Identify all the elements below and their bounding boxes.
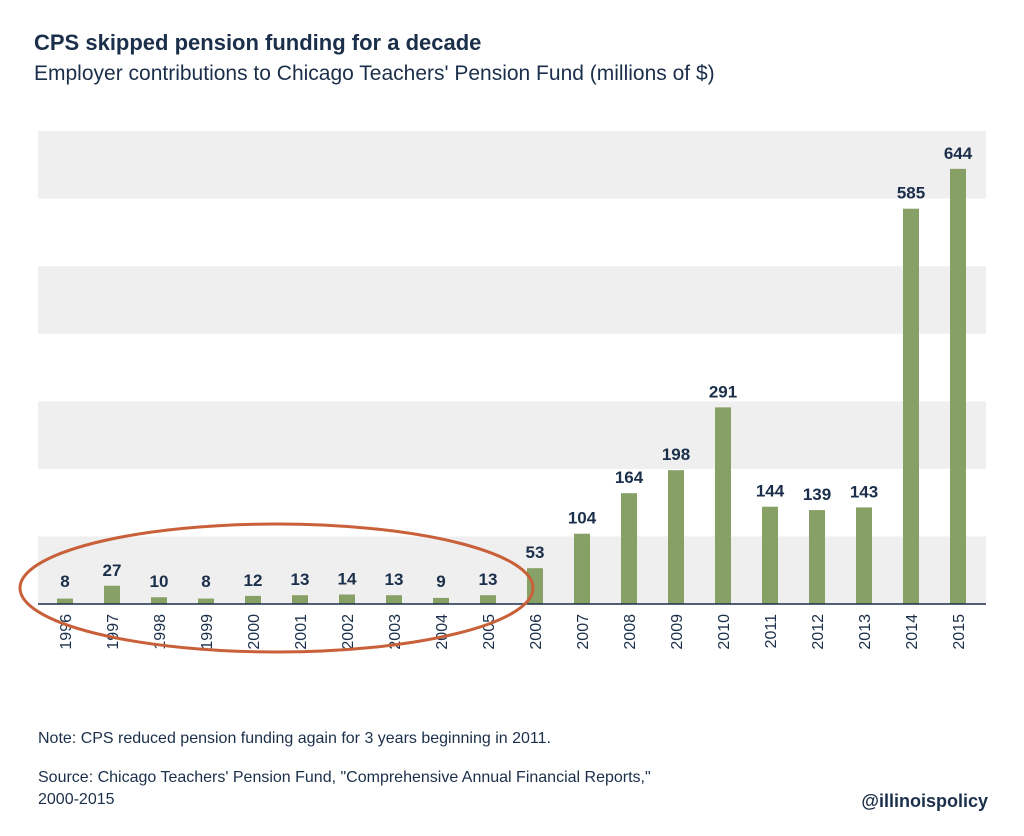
bar-2012 xyxy=(809,510,825,604)
chart-subtitle: Employer contributions to Chicago Teache… xyxy=(34,62,715,85)
chart-title: CPS skipped pension funding for a decade xyxy=(34,30,482,55)
tick-label-2007: 2007 xyxy=(575,614,592,650)
bar-1998 xyxy=(151,597,167,604)
grid-band xyxy=(38,536,986,604)
bar-2002 xyxy=(339,594,355,604)
tick-label-2003: 2003 xyxy=(387,614,404,650)
value-label-2009: 198 xyxy=(662,445,690,464)
tick-label-group: 1996 1997 1998 1999 2000 2001 2002 2003 2004 2005… xyxy=(58,614,968,650)
value-label-2010: 291 xyxy=(709,382,737,401)
source-line-2: 2000-2015 xyxy=(38,791,115,808)
chart-source: Source: Chicago Teachers' Pension Fund, … xyxy=(38,767,651,811)
value-label-2001: 13 xyxy=(291,570,310,589)
value-label-2003: 13 xyxy=(385,570,404,589)
tick-label-1998: 1998 xyxy=(152,614,169,650)
chart-note: Note: CPS reduced pension funding again … xyxy=(38,730,551,747)
tick-label-2010: 2010 xyxy=(716,614,733,650)
bar-2011 xyxy=(762,506,778,604)
tick-label-2001: 2001 xyxy=(293,614,310,650)
value-label-1999: 8 xyxy=(201,572,210,591)
tick-label-2011: 2011 xyxy=(763,614,780,649)
grid-band xyxy=(38,266,986,334)
tick-label-1997: 1997 xyxy=(105,614,122,650)
value-label-1996: 8 xyxy=(60,572,69,591)
tick-label-2014: 2014 xyxy=(904,614,921,650)
bar-2014 xyxy=(903,208,919,604)
bar-2004 xyxy=(433,597,449,604)
tick-label-2002: 2002 xyxy=(340,614,357,650)
bar-2015 xyxy=(950,168,966,604)
tick-label-2008: 2008 xyxy=(622,614,639,650)
value-label-2007: 104 xyxy=(568,509,597,528)
tick-label-1996: 1996 xyxy=(58,614,75,650)
tick-label-2005: 2005 xyxy=(481,614,498,650)
bar-2003 xyxy=(386,595,402,604)
bar-2000 xyxy=(245,595,261,604)
bar-2013 xyxy=(856,507,872,604)
bar-1997 xyxy=(104,585,120,604)
bar-2007 xyxy=(574,533,590,604)
gridline-bands xyxy=(38,131,986,604)
tick-label-2013: 2013 xyxy=(857,614,874,650)
bar-2001 xyxy=(292,595,308,604)
tick-label-2004: 2004 xyxy=(434,614,451,650)
bar-2005 xyxy=(480,595,496,604)
source-line-1: Source: Chicago Teachers' Pension Fund, … xyxy=(38,769,651,786)
bar-2010 xyxy=(715,407,731,604)
tick-label-2006: 2006 xyxy=(528,614,545,650)
value-label-2013: 143 xyxy=(850,482,878,501)
tick-label-1999: 1999 xyxy=(199,614,216,650)
highlight-ellipse xyxy=(18,522,535,654)
tick-label-2015: 2015 xyxy=(951,614,968,650)
bar-2008 xyxy=(621,493,637,604)
value-label-2000: 12 xyxy=(244,571,263,590)
tick-label-2000: 2000 xyxy=(246,614,263,650)
value-label-2005: 13 xyxy=(479,570,498,589)
value-label-2002: 14 xyxy=(338,570,357,589)
value-label-2004: 9 xyxy=(436,572,445,591)
brand-handle: @illinoispolicy xyxy=(861,791,988,811)
value-label-2006: 53 xyxy=(526,543,545,562)
bar-group xyxy=(57,168,966,604)
bar-1996 xyxy=(57,598,73,604)
value-label-1998: 10 xyxy=(150,572,169,591)
value-label-2011: 144 xyxy=(756,482,785,501)
tick-label-2012: 2012 xyxy=(810,614,827,650)
value-label-2012: 139 xyxy=(803,485,831,504)
bar-2009 xyxy=(668,470,684,604)
bar-1999 xyxy=(198,598,214,604)
tick-label-2009: 2009 xyxy=(669,614,686,650)
value-label-2014: 585 xyxy=(897,184,925,203)
grid-band xyxy=(38,401,986,469)
value-label-1997: 27 xyxy=(103,561,122,580)
grid-band xyxy=(38,131,986,199)
value-label-2015: 644 xyxy=(944,144,973,163)
value-label-2008: 164 xyxy=(615,468,644,487)
